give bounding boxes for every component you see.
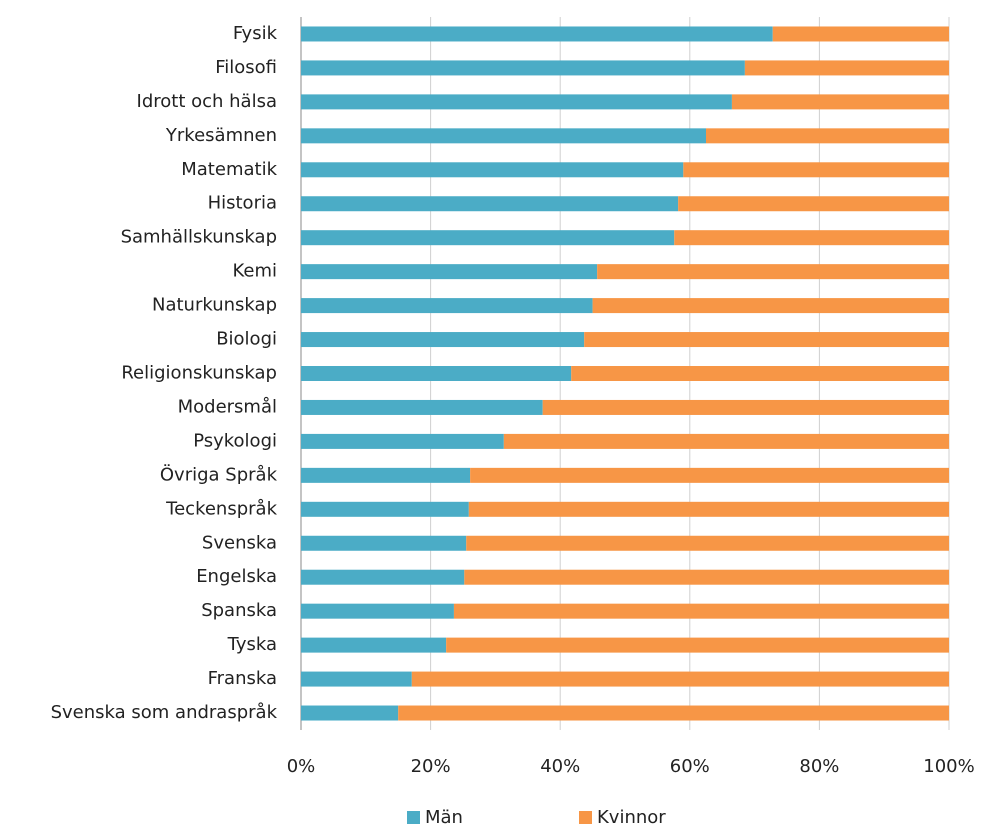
- bar: [674, 230, 949, 246]
- y-tick-label: Historia: [208, 193, 277, 214]
- bar: [468, 501, 949, 517]
- bar: [597, 264, 949, 280]
- y-tick-label: Modersmål: [178, 396, 277, 417]
- y-tick-label: Matematik: [181, 159, 277, 180]
- bar: [464, 569, 949, 585]
- bar: [706, 128, 949, 144]
- bar: [301, 264, 598, 280]
- bar: [301, 705, 399, 721]
- legend-label: Män: [425, 807, 463, 828]
- bar: [301, 94, 732, 110]
- y-tick-label: Religionskunskap: [121, 363, 277, 384]
- bar: [301, 128, 706, 144]
- y-tick-label: Engelska: [196, 566, 277, 587]
- bar: [466, 535, 949, 551]
- bar: [301, 230, 675, 246]
- bar: [411, 671, 950, 687]
- bar: [453, 603, 949, 619]
- bar: [301, 298, 593, 314]
- bar: [301, 162, 684, 178]
- x-tick-label: 0%: [287, 756, 316, 777]
- y-tick-label: Samhällskunskap: [121, 227, 277, 248]
- bar: [301, 603, 454, 619]
- y-tick-label: Teckenspråk: [165, 498, 277, 519]
- bar: [584, 332, 949, 348]
- y-tick-label: Franska: [208, 668, 277, 689]
- x-tick-label: 80%: [799, 756, 839, 777]
- y-tick-label: Idrott och hälsa: [137, 91, 277, 112]
- y-tick-label: Psykologi: [193, 430, 277, 451]
- legend-label: Kvinnor: [597, 807, 666, 828]
- y-tick-label: Svenska som andraspråk: [51, 702, 278, 723]
- bar: [301, 671, 412, 687]
- x-tick-label: 60%: [670, 756, 710, 777]
- bar: [301, 26, 773, 42]
- bar: [731, 94, 949, 110]
- bar: [301, 501, 469, 517]
- bar: [301, 60, 745, 76]
- bar: [542, 399, 949, 415]
- x-tick-label: 20%: [411, 756, 451, 777]
- bar: [772, 26, 949, 42]
- y-tick-label: Övriga Språk: [160, 463, 278, 485]
- y-tick-label: Kemi: [232, 261, 277, 282]
- bar: [301, 433, 504, 449]
- bar: [301, 399, 543, 415]
- bar: [301, 535, 467, 551]
- x-tick-label: 40%: [540, 756, 580, 777]
- y-tick-label: Naturkunskap: [152, 295, 277, 316]
- bar: [503, 433, 949, 449]
- y-tick-label: Yrkesämnen: [165, 125, 277, 146]
- bar: [301, 366, 572, 381]
- y-tick-label: Svenska: [202, 532, 277, 553]
- bar: [678, 196, 949, 212]
- bar: [470, 467, 949, 483]
- bar: [301, 332, 585, 348]
- x-tick-label: 100%: [923, 756, 974, 777]
- y-tick-label: Fysik: [233, 23, 278, 44]
- bar: [446, 637, 949, 653]
- y-tick-label: Biologi: [216, 329, 277, 350]
- bar: [301, 196, 679, 212]
- bar: [301, 637, 447, 653]
- bar: [301, 467, 471, 483]
- bar: [398, 705, 949, 721]
- y-tick-label: Spanska: [201, 600, 277, 621]
- legend-swatch: [407, 811, 420, 824]
- bar: [301, 569, 465, 585]
- bar: [592, 298, 949, 314]
- y-tick-label: Filosofi: [215, 57, 277, 78]
- bar: [744, 60, 949, 76]
- y-tick-label: Tyska: [227, 634, 277, 655]
- bar: [571, 366, 949, 381]
- bar: [683, 162, 949, 178]
- legend-swatch: [579, 811, 592, 824]
